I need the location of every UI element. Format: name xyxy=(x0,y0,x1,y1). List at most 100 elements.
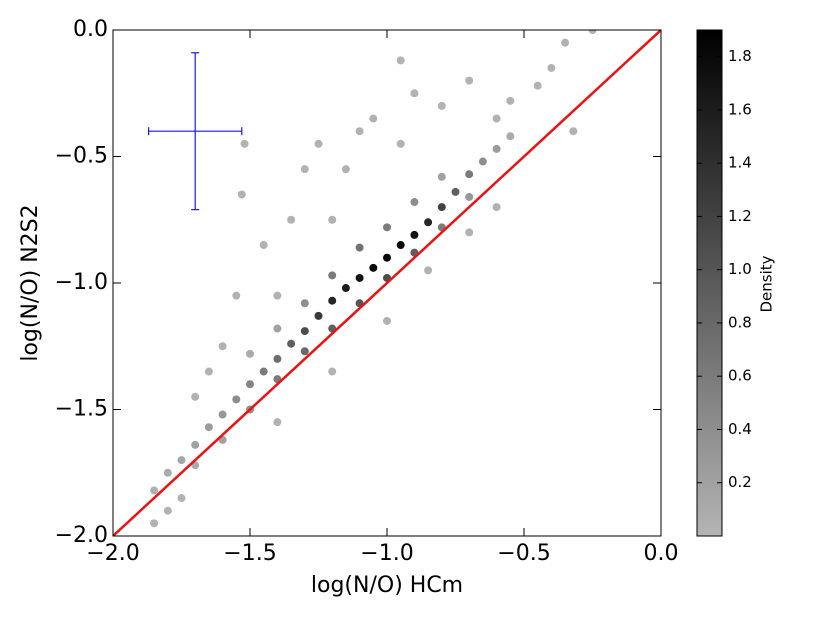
scatter-point xyxy=(163,506,172,515)
scatter-point xyxy=(533,81,542,90)
scatter-point xyxy=(424,218,433,227)
scatter-point xyxy=(369,114,378,123)
scatter-point xyxy=(300,165,309,174)
scatter-point xyxy=(465,192,474,201)
error-bar xyxy=(148,52,243,211)
scatter-point xyxy=(300,327,309,336)
scatter-point xyxy=(437,203,446,212)
colorbar-tick-label: 1.2 xyxy=(728,207,752,225)
scatter-point xyxy=(300,347,309,356)
y-tick-label: −1.0 xyxy=(55,270,108,295)
reference-line xyxy=(113,30,661,536)
colorbar-label: Density xyxy=(758,255,776,312)
scatter-point xyxy=(150,519,159,528)
scatter-point xyxy=(410,89,419,98)
scatter-point xyxy=(492,203,501,212)
x-tick-label: 0.0 xyxy=(644,541,679,566)
scatter-point xyxy=(369,263,378,272)
scatter-point xyxy=(451,187,460,196)
scatter-point xyxy=(396,56,405,65)
colorbar-tick-label: 1.6 xyxy=(728,100,752,118)
scatter-point xyxy=(465,170,474,179)
scatter-point xyxy=(506,96,515,105)
scatter-point xyxy=(314,139,323,148)
scatter-point xyxy=(259,241,268,250)
x-tick-label: −0.5 xyxy=(497,541,550,566)
scatter-point xyxy=(341,165,350,174)
scatter-point xyxy=(150,486,159,495)
scatter-point xyxy=(191,392,200,401)
scatter-point xyxy=(465,228,474,237)
scatter-point xyxy=(492,114,501,123)
scatter-point xyxy=(424,266,433,275)
scatter-point xyxy=(328,215,337,224)
scatter-point xyxy=(396,139,405,148)
scatter-point xyxy=(410,230,419,239)
y-axis-label: log(N/O) N2S2 xyxy=(18,204,43,361)
scatter-point xyxy=(383,253,391,262)
scatter-point xyxy=(355,243,364,252)
scatter-point xyxy=(410,198,419,207)
scatter-point xyxy=(328,271,337,280)
scatter-point xyxy=(437,101,446,110)
scatter-point xyxy=(328,296,337,305)
scatter-point xyxy=(232,291,241,300)
scatter-point xyxy=(396,241,405,250)
colorbar-tick-label: 1.4 xyxy=(728,154,752,172)
scatter-point xyxy=(569,127,578,136)
scatter-point xyxy=(328,367,337,376)
scatter-point xyxy=(204,367,213,376)
scatter-point xyxy=(492,144,501,153)
scatter-point xyxy=(273,418,282,427)
colorbar-tick-label: 1.0 xyxy=(728,260,752,278)
colorbar-tick-label: 0.4 xyxy=(728,420,752,438)
y-tick-label: −0.5 xyxy=(55,144,108,169)
scatter-point xyxy=(163,468,172,477)
scatter-point xyxy=(287,339,296,348)
colorbar-tick-label: 0.6 xyxy=(728,367,752,385)
colorbar-tick-label: 0.8 xyxy=(728,313,752,331)
scatter-point xyxy=(341,284,350,293)
scatter-point xyxy=(561,38,570,47)
y-tick-label: 0.0 xyxy=(73,17,108,42)
colorbar-tick-label: 1.8 xyxy=(728,47,752,65)
scatter-point xyxy=(273,324,282,333)
x-tick-label: −1.0 xyxy=(360,541,413,566)
y-tick-label: −2.0 xyxy=(55,523,108,548)
scatter-point xyxy=(240,139,249,148)
y-tick-label: −1.5 xyxy=(55,397,108,422)
scatter-point xyxy=(232,395,241,404)
scatter-point xyxy=(437,172,446,181)
colorbar-tick-label: 0.2 xyxy=(728,473,752,491)
scatter-point xyxy=(218,342,227,351)
scatter-point xyxy=(300,299,309,308)
scatter-point xyxy=(355,273,364,282)
scatter-point xyxy=(259,367,268,376)
scatter-point xyxy=(177,456,186,465)
scatter-point xyxy=(237,190,246,199)
scatter-point xyxy=(314,311,323,320)
scatter-point xyxy=(465,76,474,85)
scatter-point xyxy=(177,494,186,503)
scatter-point xyxy=(218,410,227,419)
scatter-point xyxy=(204,423,213,432)
x-tick-label: −2.0 xyxy=(86,541,139,566)
scatter-point xyxy=(383,316,391,325)
scatter-point xyxy=(273,291,282,300)
scatter-point xyxy=(287,215,296,224)
x-tick-label: −1.5 xyxy=(223,541,276,566)
colorbar xyxy=(696,29,723,537)
scatter-layer xyxy=(113,30,661,536)
scatter-point xyxy=(246,380,254,389)
scatter-point xyxy=(588,30,597,34)
scatter-point xyxy=(355,127,364,136)
scatter-point xyxy=(506,132,515,141)
scatter-point xyxy=(246,349,254,358)
scatter-point xyxy=(383,223,391,232)
x-axis-label: log(N/O) HCm xyxy=(311,573,463,598)
scatter-point xyxy=(191,440,200,449)
scatter-point xyxy=(273,354,282,363)
scatter-point xyxy=(478,157,487,166)
scatter-point xyxy=(547,63,556,72)
